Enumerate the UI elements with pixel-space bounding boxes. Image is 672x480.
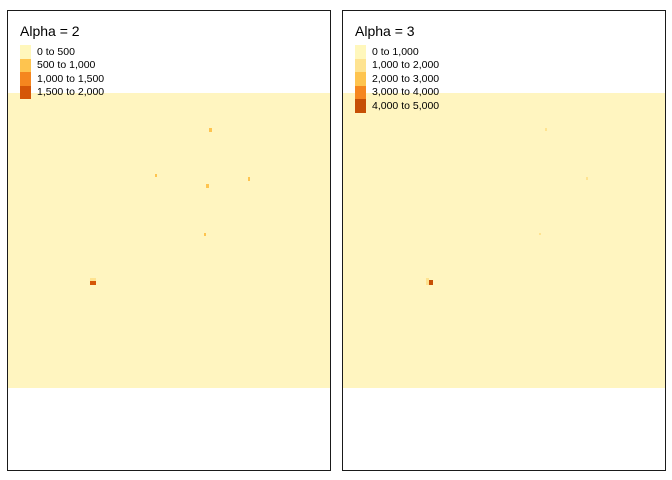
legend-swatch <box>355 99 366 113</box>
raster-base <box>343 93 665 388</box>
legend-swatch <box>20 85 31 99</box>
hotspot-cell <box>586 177 588 180</box>
raster-layer <box>343 93 665 388</box>
legend-swatch <box>355 85 366 99</box>
legend-label: 0 to 500 <box>37 45 75 58</box>
legend-label: 2,000 to 3,000 <box>372 72 440 85</box>
legend-item: 3,000 to 4,000 <box>355 85 440 99</box>
legend-label: 3,000 to 4,000 <box>372 86 440 99</box>
hotspot-cell <box>429 280 433 285</box>
hotspot-cell <box>539 233 541 235</box>
legend-item: 1,000 to 1,500 <box>20 72 104 86</box>
legend-title: Alpha = 3 <box>355 23 415 39</box>
legend-swatch <box>355 58 366 72</box>
legend-item: 0 to 1,000 <box>355 45 439 59</box>
legend-item: 2,000 to 3,000 <box>355 72 439 86</box>
hotspot-cell <box>206 184 209 188</box>
legend-item: 0 to 500 <box>20 45 104 59</box>
raster-layer <box>8 93 330 388</box>
legend-swatch <box>20 72 31 86</box>
raster-svg <box>8 93 330 388</box>
hotspot-cell <box>204 233 206 236</box>
legend-item: 1,500 to 2,000 <box>20 85 105 99</box>
hotspot-cell <box>209 128 212 132</box>
raster-svg <box>343 93 665 388</box>
hotspot-cell <box>90 278 96 281</box>
map-panel-alpha-3: Alpha = 3 0 to 1,000 1,000 to 2,000 2,00… <box>342 10 666 471</box>
legend-label: 4,000 to 5,000 <box>372 99 440 112</box>
raster-base <box>8 93 330 388</box>
legend-item: 4,000 to 5,000 <box>355 99 439 113</box>
legend-item: 1,000 to 2,000 <box>355 58 440 72</box>
legend-label: 500 to 1,000 <box>37 59 96 72</box>
hotspot-cell <box>426 278 429 285</box>
hotspot-cell <box>90 281 96 285</box>
legend-item: 500 to 1,000 <box>20 58 104 72</box>
legend-label: 1,000 to 1,500 <box>37 72 105 85</box>
legend: Alpha = 2 0 to 500 500 to 1,000 1,000 to… <box>20 23 104 99</box>
legend-swatch <box>355 45 366 59</box>
legend-label: 0 to 1,000 <box>372 45 419 58</box>
map-panel-alpha-2: Alpha = 2 0 to 500 500 to 1,000 1,000 to… <box>7 10 331 471</box>
legend-label: 1,500 to 2,000 <box>37 86 105 99</box>
legend-swatch <box>20 45 31 59</box>
hotspot-cell <box>248 177 250 181</box>
hotspot-cell <box>545 128 547 131</box>
hotspot-cell <box>155 174 157 177</box>
legend-title: Alpha = 2 <box>20 23 80 39</box>
legend: Alpha = 3 0 to 1,000 1,000 to 2,000 2,00… <box>355 23 439 113</box>
legend-label: 1,000 to 2,000 <box>372 59 440 72</box>
legend-swatch <box>355 72 366 86</box>
legend-swatch <box>20 58 31 72</box>
